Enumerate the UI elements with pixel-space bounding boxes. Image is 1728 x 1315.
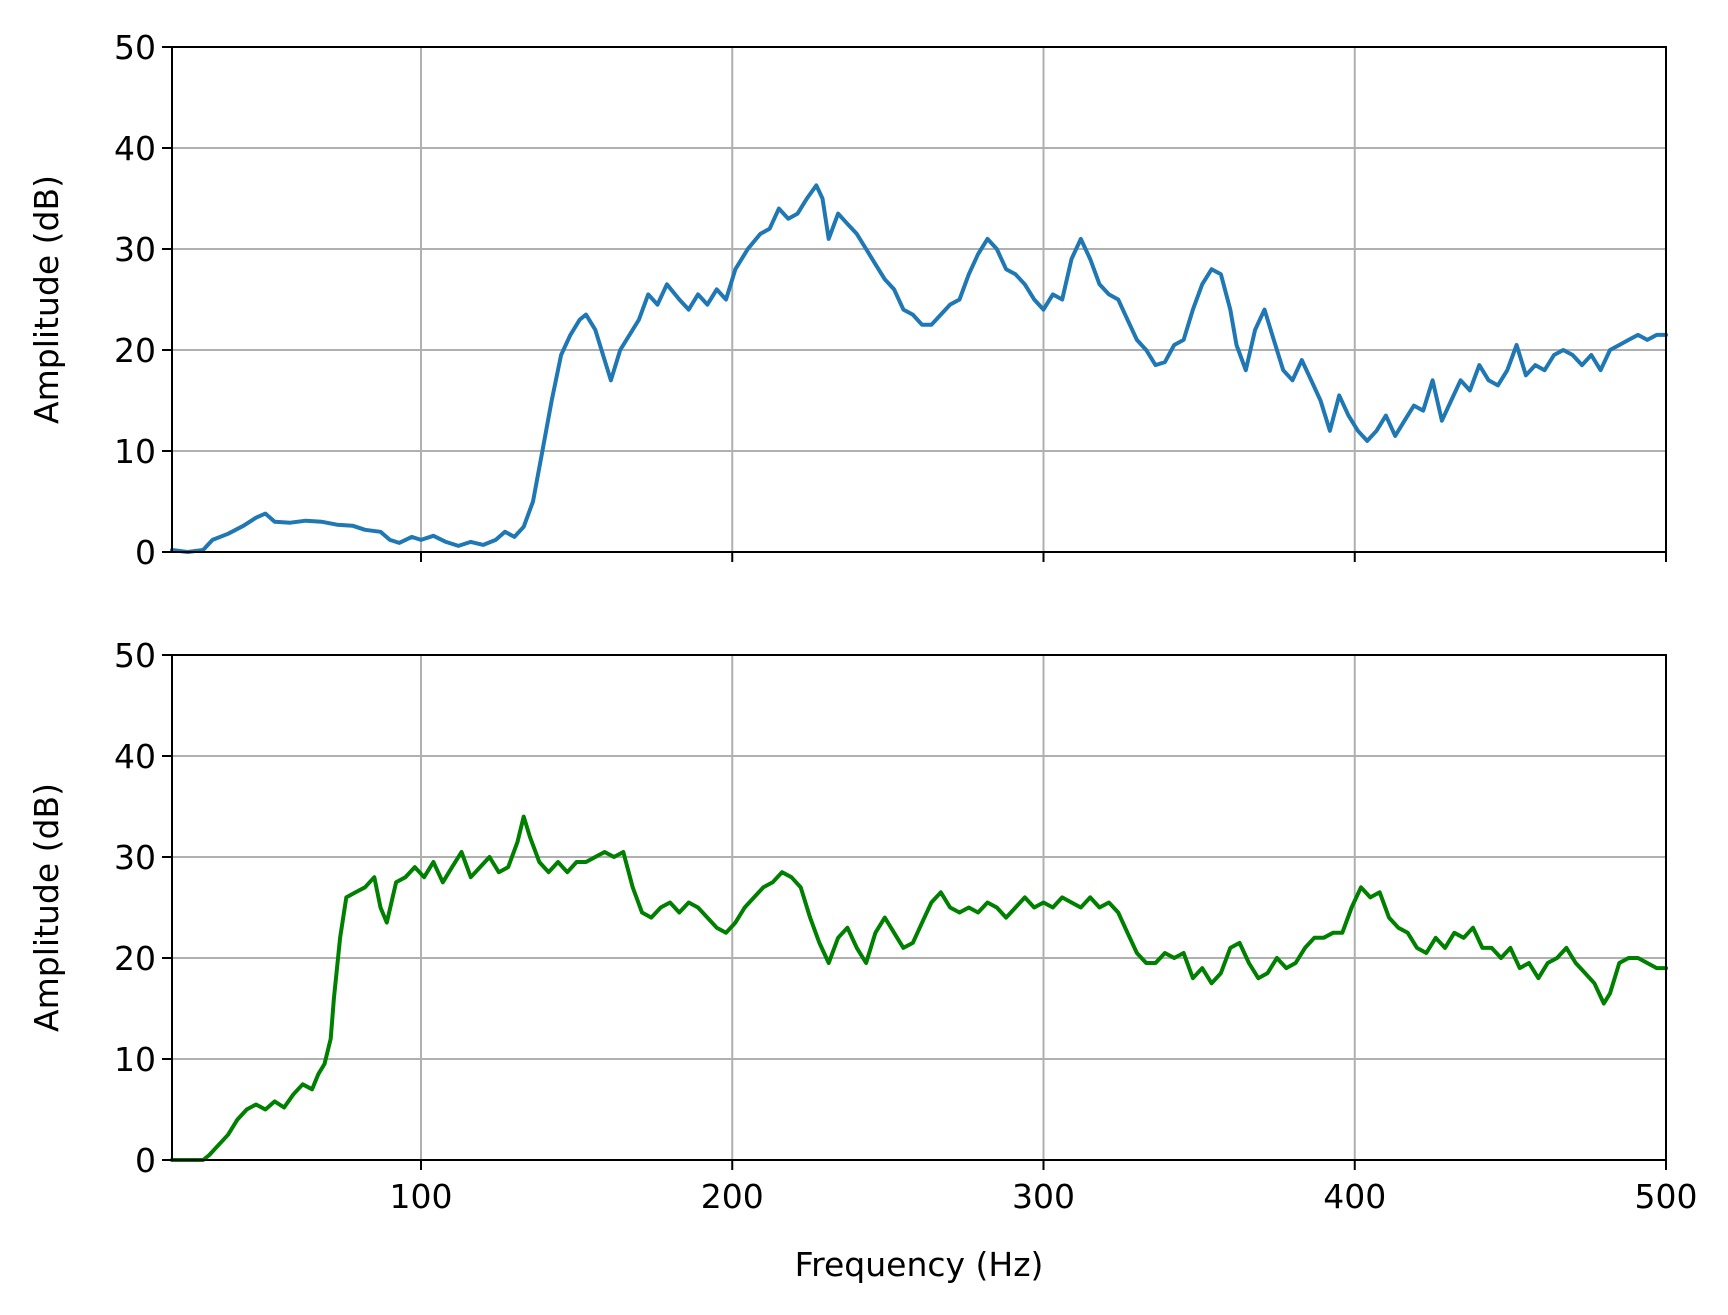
y-axis-label: Amplitude (dB) — [27, 783, 66, 1032]
x-tick-label: 300 — [1012, 1177, 1075, 1216]
axes-frame — [171, 46, 1667, 553]
y-tick-label: 10 — [114, 1040, 156, 1079]
subplot-1: 0 10 20 30 40 50 Amplitude (dB) — [27, 28, 1668, 572]
axes-frame — [171, 654, 1667, 1161]
x-tick-label: 500 — [1635, 1177, 1698, 1216]
y-tick-label: 30 — [114, 838, 156, 877]
y-axis-label: Amplitude (dB) — [27, 175, 66, 424]
x-tick-label: 100 — [390, 1177, 453, 1216]
y-tick-label: 40 — [114, 129, 156, 168]
series-line-1 — [170, 814, 1668, 1162]
x-axis-label: Frequency (Hz) — [795, 1245, 1044, 1284]
y-tick-label: 50 — [114, 636, 156, 675]
subplot-2: 100 200 300 400 500 0 10 20 30 40 50 Amplitude (dB)… — [27, 636, 1698, 1284]
series-line-1 — [170, 183, 1668, 554]
y-tick-label: 10 — [114, 432, 156, 471]
x-tick-label: 400 — [1323, 1177, 1386, 1216]
x-tick-label: 200 — [701, 1177, 764, 1216]
y-tick-label: 40 — [114, 737, 156, 776]
y-tick-label: 30 — [114, 230, 156, 269]
y-tick-label: 50 — [114, 28, 156, 67]
y-tick-label: 0 — [135, 1141, 156, 1180]
y-tick-label: 20 — [114, 331, 156, 370]
y-tick-label: 20 — [114, 939, 156, 978]
y-tick-label: 0 — [135, 533, 156, 572]
